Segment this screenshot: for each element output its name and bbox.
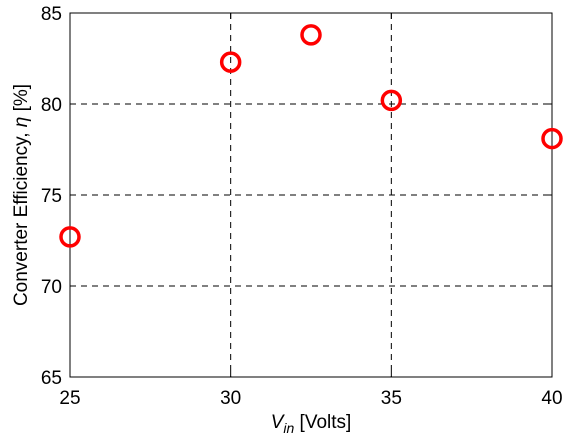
y-tick-labels: 65 70 75 80 85	[41, 4, 62, 389]
tick-marks	[69, 12, 553, 378]
data-point	[300, 24, 322, 46]
x-axis-label-unit: [Volts]	[294, 412, 351, 433]
data-points	[59, 24, 563, 248]
grid-lines	[70, 13, 552, 377]
y-axis-label: Converter Efficiency, η [%]	[11, 84, 32, 306]
data-point	[380, 89, 403, 112]
x-tick-label: 35	[381, 388, 402, 409]
x-axis-label-sub: in	[283, 420, 294, 436]
x-axis-label-main: V	[271, 412, 286, 433]
y-axis-label-symbol: η	[11, 117, 32, 128]
y-tick-label: 80	[41, 95, 62, 116]
data-point	[541, 127, 563, 150]
x-tick-label: 40	[541, 388, 562, 409]
y-axis-label-unit: [%]	[11, 84, 32, 117]
x-tick-labels: 25 30 35 40	[59, 388, 562, 409]
y-tick-label: 70	[41, 277, 62, 298]
y-tick-label: 85	[41, 4, 62, 25]
data-point	[219, 51, 242, 73]
x-axis-label: Vin [Volts]	[271, 412, 352, 436]
y-tick-label: 75	[41, 186, 62, 207]
x-tick-label: 30	[220, 388, 241, 409]
x-tick-label: 25	[59, 388, 80, 409]
data-point	[59, 226, 81, 248]
y-axis-label-text: Converter Efficiency,	[11, 127, 32, 306]
y-tick-label: 65	[41, 368, 62, 389]
